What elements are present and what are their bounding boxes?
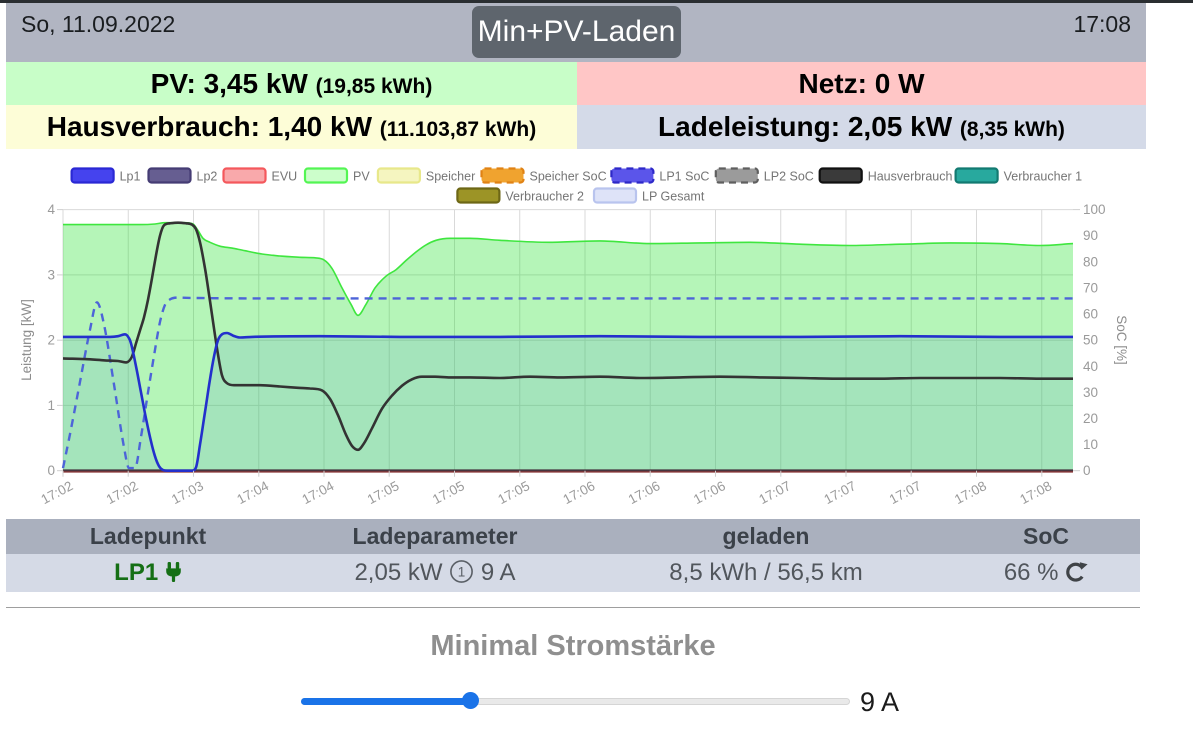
svg-text:17:05: 17:05 xyxy=(365,478,402,507)
svg-text:17:08: 17:08 xyxy=(952,478,989,507)
svg-text:60: 60 xyxy=(1083,307,1098,322)
svg-text:17:02: 17:02 xyxy=(104,478,141,507)
svg-text:2: 2 xyxy=(47,333,55,348)
svg-text:30: 30 xyxy=(1083,385,1098,400)
svg-text:Hausverbrauch: Hausverbrauch xyxy=(868,170,953,184)
svg-text:LP1 SoC: LP1 SoC xyxy=(659,170,709,184)
svg-text:LP Gesamt: LP Gesamt xyxy=(642,190,705,204)
svg-text:17:02: 17:02 xyxy=(39,478,76,507)
svg-text:17:07: 17:07 xyxy=(822,478,859,507)
svg-text:17:06: 17:06 xyxy=(691,478,728,507)
svg-text:0: 0 xyxy=(1083,463,1091,478)
svg-text:80: 80 xyxy=(1083,254,1098,269)
svg-text:1: 1 xyxy=(458,564,466,579)
svg-text:4: 4 xyxy=(47,202,55,217)
svg-text:50: 50 xyxy=(1083,333,1098,348)
svg-text:17:05: 17:05 xyxy=(495,478,532,507)
svg-text:17:04: 17:04 xyxy=(300,478,337,507)
svg-text:17:03: 17:03 xyxy=(169,478,206,507)
svg-text:Verbraucher 2: Verbraucher 2 xyxy=(505,190,584,204)
svg-text:SoC [%]: SoC [%] xyxy=(1114,315,1129,365)
svg-text:17:06: 17:06 xyxy=(561,478,598,507)
svg-text:Lp1: Lp1 xyxy=(120,170,141,184)
svg-text:17:07: 17:07 xyxy=(756,478,793,507)
svg-text:17:05: 17:05 xyxy=(430,478,467,507)
svg-text:20: 20 xyxy=(1083,411,1098,426)
svg-text:Leistung [kW]: Leistung [kW] xyxy=(19,299,34,381)
svg-text:70: 70 xyxy=(1083,280,1098,295)
svg-text:0: 0 xyxy=(47,463,55,478)
svg-text:Lp2: Lp2 xyxy=(197,170,218,184)
svg-text:17:08: 17:08 xyxy=(1017,478,1054,507)
svg-text:Speicher SoC: Speicher SoC xyxy=(530,170,607,184)
svg-text:1: 1 xyxy=(47,398,55,413)
svg-text:3: 3 xyxy=(47,267,55,282)
svg-text:Speicher: Speicher xyxy=(426,170,475,184)
svg-text:EVU: EVU xyxy=(272,170,298,184)
svg-text:17:04: 17:04 xyxy=(234,478,271,507)
svg-text:10: 10 xyxy=(1083,437,1098,452)
svg-text:Verbraucher 1: Verbraucher 1 xyxy=(1004,170,1083,184)
svg-text:100: 100 xyxy=(1083,202,1106,217)
svg-text:LP2 SoC: LP2 SoC xyxy=(764,170,814,184)
svg-text:17:06: 17:06 xyxy=(626,478,663,507)
svg-text:PV: PV xyxy=(353,170,370,184)
svg-text:17:07: 17:07 xyxy=(887,478,924,507)
svg-text:40: 40 xyxy=(1083,359,1098,374)
svg-text:90: 90 xyxy=(1083,228,1098,243)
